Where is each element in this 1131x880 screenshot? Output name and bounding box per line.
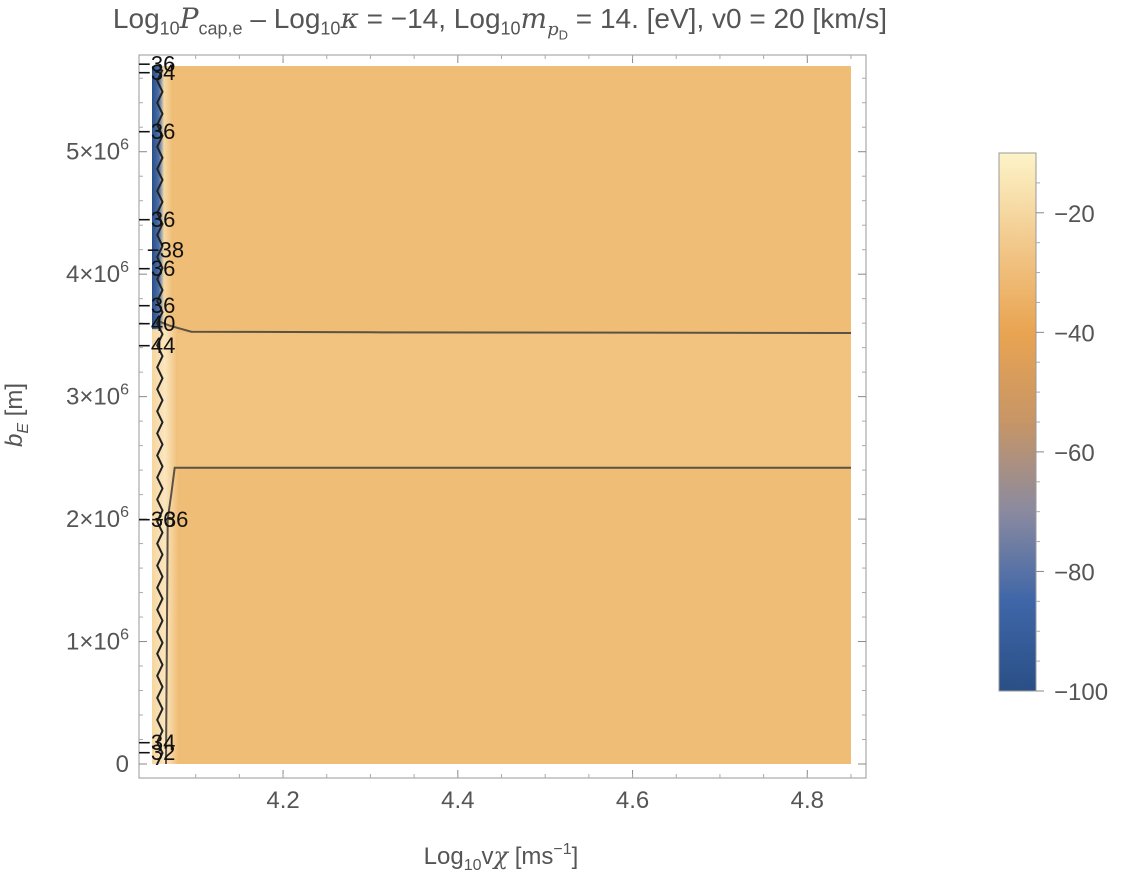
colorbar: −20 −40 −60 −80 −100 bbox=[998, 152, 1108, 706]
y-tick-label: 4×106 bbox=[66, 259, 129, 288]
x-tick-label: 4.6 bbox=[616, 787, 649, 814]
colorbar-tick-label: −40 bbox=[1054, 320, 1095, 347]
axis-ticks: 4.2 4.4 4.6 4.8 0 1×106 2×106 3×106 4×106 5×106 bbox=[66, 55, 866, 814]
contour-line-upper bbox=[156, 319, 852, 334]
contour-label: −38 bbox=[147, 238, 184, 263]
x-axis-label: Log10vχ [ms−1] bbox=[424, 841, 579, 874]
contour-label: −34 bbox=[138, 730, 175, 755]
contour-label: −36 bbox=[138, 293, 175, 318]
contour-labels: −36−34−36−36−38−36−36−40−44−36−36−34−32 bbox=[138, 52, 188, 765]
plot-area bbox=[152, 66, 851, 764]
y-tick-label: 3×106 bbox=[66, 382, 129, 411]
contour-label: −44 bbox=[138, 333, 175, 358]
heatmap-middle-band bbox=[152, 332, 851, 468]
y-tick-label: 1×106 bbox=[66, 627, 129, 656]
contour-label: −32 bbox=[138, 740, 175, 765]
plot-border bbox=[138, 54, 867, 779]
colorbar-tick-label: −100 bbox=[1054, 679, 1108, 706]
x-tick-label: 4.2 bbox=[266, 787, 299, 814]
colorbar-gradient-bar bbox=[998, 152, 1037, 692]
x-tick-label: 4.8 bbox=[791, 787, 824, 814]
chart-title: Log10Pcap,e – Log10κ = −14, Log10mpD = 1… bbox=[112, 2, 888, 43]
y-tick-label: 2×106 bbox=[66, 504, 129, 533]
contour-label: −36 bbox=[138, 507, 175, 532]
x-tick-label: 4.4 bbox=[441, 787, 474, 814]
contour-label: −36 bbox=[138, 207, 175, 232]
contour-line-lower bbox=[165, 466, 851, 765]
heatmap-left-edge-upper bbox=[152, 66, 172, 330]
colorbar-tick-label: −60 bbox=[1054, 440, 1095, 467]
colorbar-tick-label: −20 bbox=[1054, 201, 1095, 228]
colorbar-tick-label: −80 bbox=[1054, 559, 1095, 586]
y-axis-label: bE [m] bbox=[1, 383, 32, 447]
heatmap-left-edge-lower bbox=[152, 329, 178, 764]
contour-lines bbox=[155, 69, 852, 765]
contour-label: −36 bbox=[138, 256, 175, 281]
plot-frame bbox=[138, 54, 867, 779]
y-tick-label: 0 bbox=[116, 751, 129, 778]
contour-label: −34 bbox=[138, 60, 175, 85]
y-tick-label: 5×106 bbox=[66, 137, 129, 166]
contour-label: −36 bbox=[151, 507, 188, 532]
contour-label: −40 bbox=[138, 311, 175, 336]
contour-label: −36 bbox=[138, 119, 175, 144]
contour-label: −36 bbox=[138, 52, 175, 77]
contour-line-edge bbox=[155, 69, 164, 765]
